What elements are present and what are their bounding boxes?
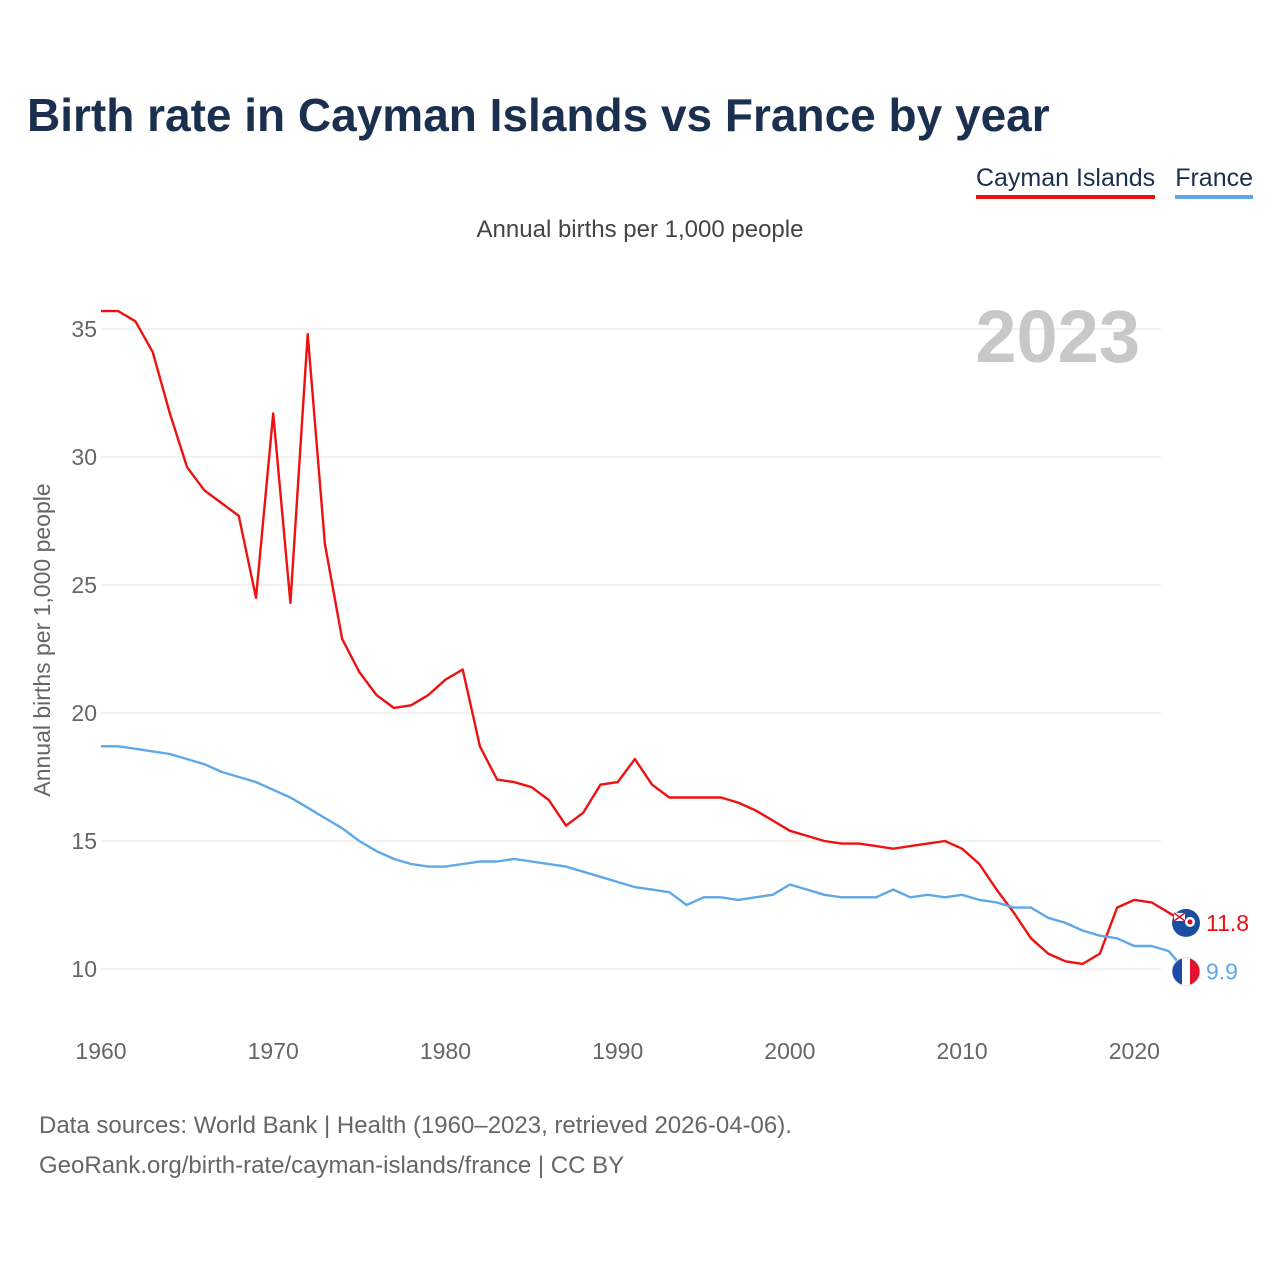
year-watermark: 2023 bbox=[975, 295, 1140, 378]
x-tick-label: 1960 bbox=[75, 1038, 126, 1064]
x-tick-label: 1970 bbox=[248, 1038, 299, 1064]
x-tick-label: 2020 bbox=[1109, 1038, 1160, 1064]
legend-item-cayman-islands[interactable]: Cayman Islands bbox=[975, 164, 1156, 199]
x-tick-label: 2010 bbox=[937, 1038, 988, 1064]
legend: Cayman Islands France bbox=[975, 164, 1253, 199]
x-tick-label: 2000 bbox=[764, 1038, 815, 1064]
series-lines bbox=[101, 309, 1187, 973]
legend-item-france[interactable]: France bbox=[1175, 164, 1253, 199]
y-tick-label: 20 bbox=[71, 700, 97, 726]
x-axis-ticks: 1960 1970 1980 1990 2000 2010 2020 bbox=[75, 1038, 1160, 1064]
series-end-markers: 11.8 9.9 bbox=[1171, 908, 1249, 986]
cayman-islands-flag-icon bbox=[1172, 908, 1200, 937]
gridlines bbox=[101, 328, 1161, 970]
y-tick-label: 10 bbox=[71, 956, 97, 982]
chart-title: Birth rate in Cayman Islands vs France b… bbox=[27, 89, 1050, 141]
y-tick-label: 35 bbox=[71, 316, 97, 342]
france-flag-icon bbox=[1171, 957, 1201, 986]
y-tick-label: 25 bbox=[71, 572, 97, 598]
source-line-data: Data sources: World Bank | Health (1960–… bbox=[39, 1112, 792, 1139]
series-line-cayman-islands bbox=[101, 309, 1187, 966]
y-tick-label: 30 bbox=[71, 444, 97, 470]
x-tick-label: 1990 bbox=[592, 1038, 643, 1064]
source-note: Data sources: World Bank | Health (1960–… bbox=[39, 1106, 792, 1186]
end-value-label-france: 9.9 bbox=[1206, 959, 1238, 985]
x-tick-label: 1980 bbox=[420, 1038, 471, 1064]
line-chart: 2023 10 15 20 25 30 35 1960 1970 1980 1990 2000 20… bbox=[29, 295, 1249, 1064]
source-line-link[interactable]: GeoRank.org/birth-rate/cayman-islands/fr… bbox=[39, 1152, 625, 1179]
series-line-france bbox=[101, 745, 1187, 973]
y-tick-label: 15 bbox=[71, 828, 97, 854]
y-axis-ticks: 10 15 20 25 30 35 bbox=[71, 316, 97, 982]
chart-subtitle: Annual births per 1,000 people bbox=[476, 216, 804, 243]
y-axis-label: Annual births per 1,000 people bbox=[29, 483, 55, 796]
end-value-label-cayman-islands: 11.8 bbox=[1206, 910, 1249, 936]
